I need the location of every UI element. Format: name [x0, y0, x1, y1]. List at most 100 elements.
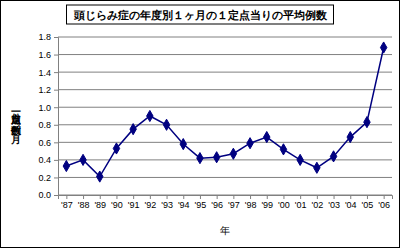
- x-tick-mark: [66, 195, 67, 199]
- grid-line: [58, 177, 392, 178]
- marker: [330, 151, 336, 162]
- x-tick: '06: [378, 195, 390, 210]
- x-tick-label: '87: [61, 200, 73, 210]
- x-tick-mark: [334, 195, 335, 199]
- marker: [63, 160, 69, 171]
- x-tick-label: '06: [378, 200, 390, 210]
- x-tick-mark: [267, 195, 268, 199]
- y-tick-mark: [54, 107, 58, 108]
- x-tick-label: '05: [362, 200, 374, 210]
- marker: [230, 148, 236, 159]
- y-tick-label: 0.0: [38, 190, 51, 200]
- y-tick-mark: [54, 55, 58, 56]
- grid-line: [58, 89, 392, 90]
- x-tick-label: '94: [178, 200, 190, 210]
- x-tick: '01: [295, 195, 307, 210]
- x-tick-label: '89: [94, 200, 106, 210]
- y-tick-mark: [54, 125, 58, 126]
- y-tick-mark: [54, 37, 58, 38]
- y-tick-mark: [54, 160, 58, 161]
- x-tick: '00: [278, 195, 290, 210]
- x-tick-label: '92: [144, 200, 156, 210]
- grid-line: [58, 37, 392, 38]
- x-axis-title: 年: [220, 225, 230, 236]
- x-tick: '92: [144, 195, 156, 210]
- marker: [364, 117, 370, 128]
- x-tick-label: '93: [161, 200, 173, 210]
- y-tick-label: 0.2: [38, 173, 51, 183]
- x-tick-label: '04: [345, 200, 357, 210]
- x-tick: '94: [178, 195, 190, 210]
- y-tick-mark: [54, 195, 58, 196]
- chart-border: [1, 1, 400, 248]
- marker: [113, 143, 119, 154]
- grid-line: [58, 142, 392, 143]
- x-tick-mark: [217, 195, 218, 199]
- x-tick: '89: [94, 195, 106, 210]
- y-tick: 1.6: [38, 50, 58, 60]
- x-tick: '05: [362, 195, 374, 210]
- marker: [163, 119, 169, 130]
- plot-area: [58, 37, 392, 195]
- x-tick-mark: [384, 195, 385, 199]
- x-tick-mark: [350, 195, 351, 199]
- marker: [213, 152, 219, 163]
- marker: [347, 131, 353, 142]
- x-axis-line: [59, 196, 393, 200]
- marker: [314, 162, 320, 173]
- title: 頭じらみ症の年度別１ヶ月の１定点当りの平均例数: [73, 9, 328, 22]
- y-tick-label: 0.8: [38, 120, 51, 130]
- x-tick-mark: [283, 195, 284, 199]
- x-tick-mark: [150, 195, 151, 199]
- y-tick: 1.4: [38, 67, 58, 77]
- x-tick-label: '97: [228, 200, 240, 210]
- x-tick-mark: [233, 195, 234, 199]
- chart: 頭じらみ症の年度別１ヶ月の１定点当りの平均例数 0.0 0.2 0.4 0.6 0.8 1.…: [0, 0, 400, 248]
- marker: [247, 138, 253, 149]
- line: [66, 48, 383, 177]
- grid: [58, 37, 392, 195]
- x-tick-mark: [133, 195, 134, 199]
- x-tick-mark: [200, 195, 201, 199]
- x-tick-label: '00: [278, 200, 290, 210]
- y-tick: 0.0: [38, 190, 58, 200]
- y-tick-mark: [54, 72, 58, 73]
- y-axis-line: [54, 38, 59, 196]
- x-tick: '95: [195, 195, 207, 210]
- marker: [97, 171, 103, 182]
- marker: [280, 144, 286, 155]
- y-tick: 1.2: [38, 85, 58, 95]
- y-tick-mark: [54, 177, 58, 178]
- x-tick: '91: [128, 195, 140, 210]
- y-tick: 1.8: [38, 32, 58, 42]
- x-tick-label: '01: [295, 200, 307, 210]
- y-tick: 0.4: [38, 155, 58, 165]
- x-tick: '97: [228, 195, 240, 210]
- y-tick-label: 1.2: [38, 85, 51, 95]
- x-tick-label: '96: [211, 200, 223, 210]
- x-tick-label: '03: [328, 200, 340, 210]
- x-tick-mark: [83, 195, 84, 199]
- y-tick-label: 0.4: [38, 155, 51, 165]
- x-tick: '98: [245, 195, 257, 210]
- marker: [130, 124, 136, 135]
- x-tick-label: '90: [111, 200, 123, 210]
- x-tick-mark: [183, 195, 184, 199]
- x-tick-label: '91: [128, 200, 140, 210]
- plot: 0.00.20.40.60.81.01.21.41.61.8'87'88'89'…: [38, 32, 392, 210]
- x-tick: '03: [328, 195, 340, 210]
- marker: [180, 139, 186, 150]
- y-tick: 0.2: [38, 173, 58, 183]
- x-tick: '02: [311, 195, 323, 210]
- x-tick: '99: [261, 195, 273, 210]
- y-tick-label: 1.8: [38, 32, 51, 42]
- x-tick-mark: [100, 195, 101, 199]
- y-tick-label: 1.0: [38, 103, 51, 113]
- y-tick: 0.6: [38, 138, 58, 148]
- y-axis-title: 一定点当り例数／月: [10, 106, 22, 145]
- x-tick-label: '99: [261, 200, 273, 210]
- grid-line: [58, 107, 392, 108]
- x-tick: '87: [61, 195, 73, 210]
- x-tick-label: '88: [78, 200, 90, 210]
- x-axis: '87 '88 '89 '90 '91 '92 '93 '94 '95 '96 '97 '98 '99 '…: [59, 195, 393, 210]
